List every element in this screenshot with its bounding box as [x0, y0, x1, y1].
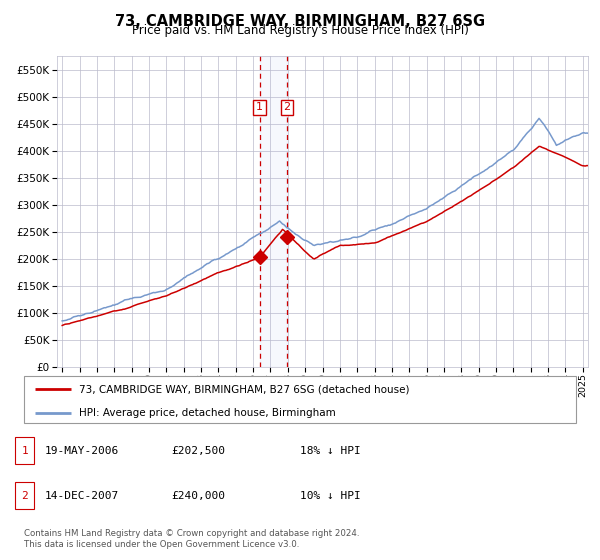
- Text: 18% ↓ HPI: 18% ↓ HPI: [300, 446, 361, 456]
- Text: 73, CAMBRIDGE WAY, BIRMINGHAM, B27 6SG (detached house): 73, CAMBRIDGE WAY, BIRMINGHAM, B27 6SG (…: [79, 384, 410, 394]
- Text: 2: 2: [284, 102, 290, 113]
- Text: 14-DEC-2007: 14-DEC-2007: [45, 491, 119, 501]
- Text: 1: 1: [256, 102, 263, 113]
- FancyBboxPatch shape: [24, 376, 576, 423]
- Text: 2: 2: [21, 491, 28, 501]
- Bar: [260, 56, 287, 367]
- Text: Price paid vs. HM Land Registry's House Price Index (HPI): Price paid vs. HM Land Registry's House …: [131, 24, 469, 37]
- Text: £202,500: £202,500: [171, 446, 225, 456]
- Text: HPI: Average price, detached house, Birmingham: HPI: Average price, detached house, Birm…: [79, 408, 336, 418]
- Text: £240,000: £240,000: [171, 491, 225, 501]
- Text: 19-MAY-2006: 19-MAY-2006: [45, 446, 119, 456]
- Text: 73, CAMBRIDGE WAY, BIRMINGHAM, B27 6SG: 73, CAMBRIDGE WAY, BIRMINGHAM, B27 6SG: [115, 14, 485, 29]
- Text: Contains HM Land Registry data © Crown copyright and database right 2024.
This d: Contains HM Land Registry data © Crown c…: [24, 529, 359, 549]
- Text: 1: 1: [21, 446, 28, 456]
- Text: 10% ↓ HPI: 10% ↓ HPI: [300, 491, 361, 501]
